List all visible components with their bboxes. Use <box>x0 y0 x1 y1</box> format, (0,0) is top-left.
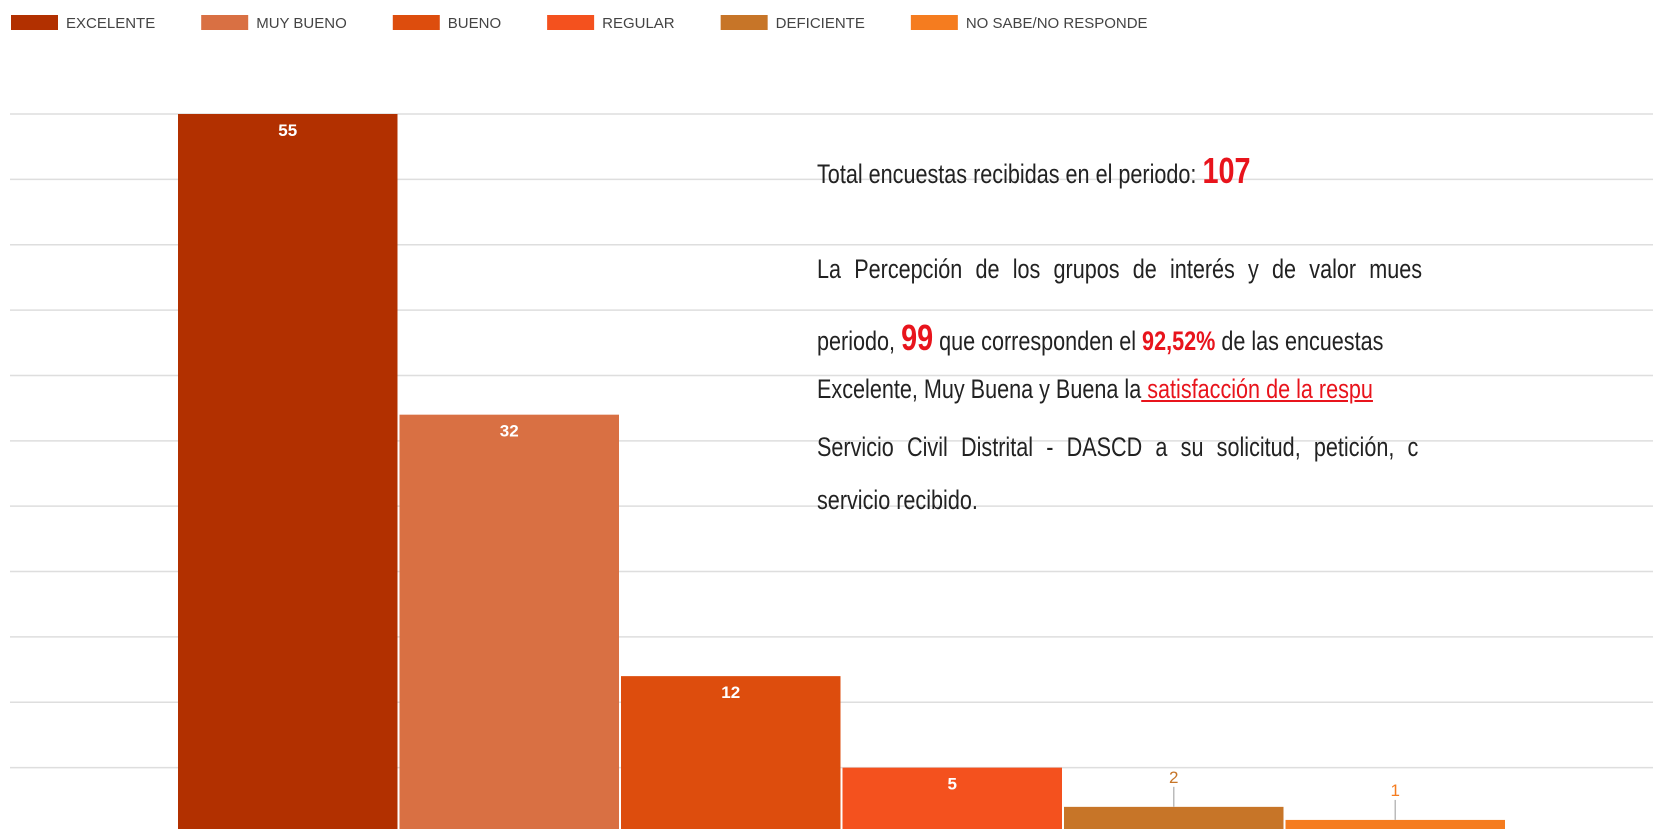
highlight: satisfacción de la respu <box>1141 374 1373 404</box>
annotation-line: Servicio Civil Distrital - DASCD a su so… <box>817 432 1418 463</box>
text: La Percepción de los grupos de interés y… <box>817 254 1423 284</box>
legend-label: REGULAR <box>602 15 675 32</box>
bar <box>842 767 1062 829</box>
bar <box>621 676 841 829</box>
annotation-line: Total encuestas recibidas en el periodo:… <box>817 150 1251 192</box>
value-label: 1 <box>1391 781 1400 800</box>
legend-swatch <box>201 15 249 30</box>
highlight: 92,52% <box>1142 326 1216 356</box>
bar <box>178 114 398 829</box>
legend-label: EXCELENTE <box>66 15 155 32</box>
annotation-line: Excelente, Muy Buena y Buena la satisfac… <box>817 374 1373 405</box>
value-label: 2 <box>1169 768 1178 787</box>
legend-label: NO SABE/NO RESPONDE <box>966 15 1148 32</box>
legend-label: DEFICIENTE <box>776 15 865 32</box>
annotation-line: servicio recibido. <box>817 485 978 516</box>
value-label: 5 <box>948 775 957 794</box>
bar <box>1285 819 1505 829</box>
legend-label: BUENO <box>448 15 501 32</box>
annotation-line: periodo, 99 que corresponden el 92,52% d… <box>817 317 1383 359</box>
value-label: 32 <box>500 422 519 441</box>
highlight: 99 <box>901 317 934 358</box>
legend-swatch <box>910 15 958 30</box>
annotation-line: La Percepción de los grupos de interés y… <box>817 254 1422 285</box>
text: que corresponden el <box>933 326 1143 356</box>
text: Servicio Civil Distrital - DASCD a su so… <box>817 432 1419 462</box>
legend-label: MUY BUENO <box>256 15 347 32</box>
legend-swatch <box>720 15 768 30</box>
text: servicio recibido. <box>817 485 978 515</box>
bar <box>1064 806 1284 829</box>
value-label: 55 <box>278 121 297 140</box>
legend-swatch <box>11 15 58 30</box>
text: Excelente, Muy Buena y Buena la <box>817 374 1142 404</box>
highlight: 107 <box>1202 150 1251 191</box>
text: de las encuestas <box>1215 326 1384 356</box>
bar <box>399 414 619 829</box>
text: periodo, <box>817 326 902 356</box>
legend-swatch <box>547 15 595 30</box>
legend-swatch <box>392 15 440 30</box>
value-label: 12 <box>721 683 740 702</box>
text: Total encuestas recibidas en el periodo: <box>817 159 1203 189</box>
